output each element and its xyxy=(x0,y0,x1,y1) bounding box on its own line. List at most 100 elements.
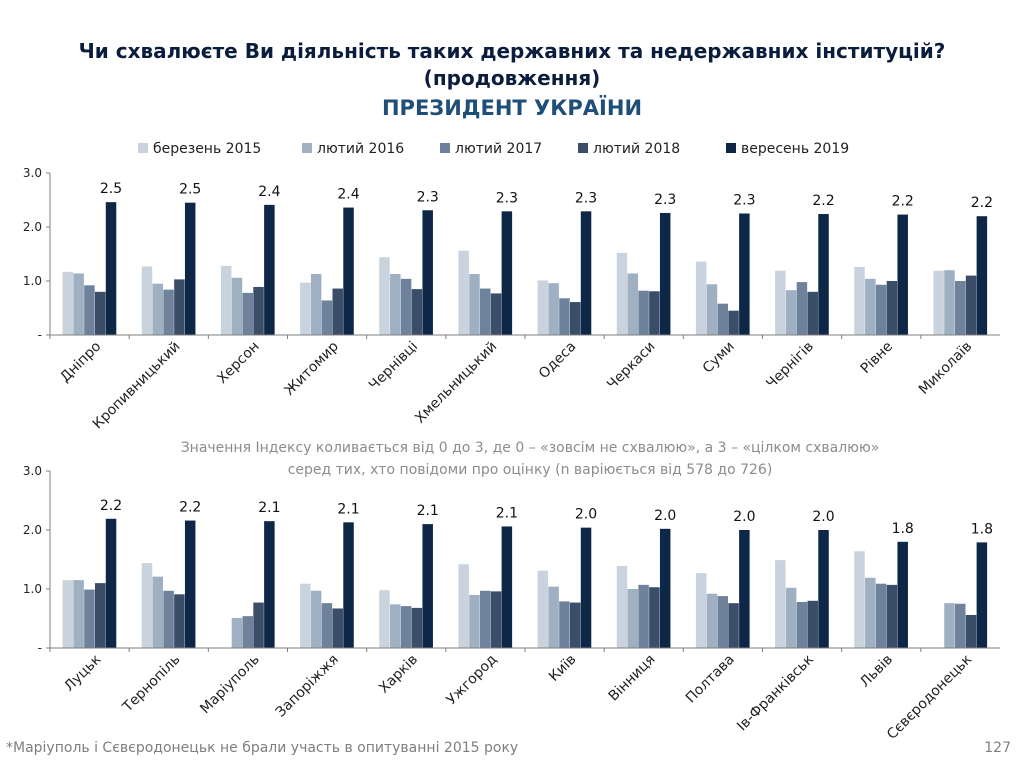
bar-sep-2019 xyxy=(897,214,908,335)
data-label: 2.0 xyxy=(575,507,597,523)
x-tick-label: Маріуполь xyxy=(197,652,263,718)
x-tick-label: Тернопіль xyxy=(119,652,183,716)
bar-sep-2019 xyxy=(184,202,196,335)
data-label: 2.4 xyxy=(337,187,359,203)
data-label: 2.1 xyxy=(496,505,518,521)
bar-mar-2015 xyxy=(62,580,74,648)
bar-feb-2016 xyxy=(627,589,639,648)
page-title: Чи схвалюєте Ви діяльність таких державн… xyxy=(78,39,946,63)
y-tick-label: - xyxy=(38,328,42,342)
bar-sep-2019 xyxy=(264,521,275,648)
bar-feb-2017 xyxy=(875,284,887,335)
x-tick-label: Херсон xyxy=(214,339,262,387)
legend-swatch-sep-2019 xyxy=(726,143,736,153)
bar-feb-2017 xyxy=(480,590,491,648)
x-tick-label: Сєвєродонецьк xyxy=(884,652,975,743)
legend-label: лютий 2017 xyxy=(455,141,543,157)
y-tick-label: 2.0 xyxy=(23,220,42,234)
data-label: 2.3 xyxy=(496,190,518,206)
bar-feb-2018 xyxy=(569,302,581,335)
x-tick-label: Вінниця xyxy=(606,652,659,705)
footnote: *Маріуполь і Сєвєродонецьк не брали учас… xyxy=(6,740,519,756)
bar-feb-2017 xyxy=(717,596,729,648)
x-tick-label: Житомир xyxy=(281,338,341,398)
bar-feb-2017 xyxy=(638,290,649,335)
x-tick-label: Черкаси xyxy=(604,339,658,393)
x-tick-label: Київ xyxy=(546,652,579,685)
bar-feb-2016 xyxy=(310,590,322,648)
bar-mar-2015 xyxy=(537,280,549,335)
bar-sep-2019 xyxy=(659,528,671,648)
bar-feb-2018 xyxy=(807,291,818,335)
bar-sep-2019 xyxy=(818,214,829,335)
legend-label: вересень 2019 xyxy=(741,141,850,157)
bar-feb-2016 xyxy=(152,576,164,648)
bar-feb-2018 xyxy=(490,293,502,335)
bar-feb-2016 xyxy=(390,273,401,335)
data-label: 2.1 xyxy=(417,503,439,519)
y-tick-label: - xyxy=(38,641,42,655)
bar-mar-2015 xyxy=(695,261,707,335)
bar-sep-2019 xyxy=(343,522,354,648)
x-tick-label: Харків xyxy=(376,652,421,697)
x-tick-label: Ів-Франківськ xyxy=(734,652,817,735)
bar-feb-2017 xyxy=(242,616,254,648)
bar-feb-2016 xyxy=(865,278,876,335)
x-tick-label: Ужгород xyxy=(444,652,501,709)
legend-swatch-feb-2018 xyxy=(578,143,588,153)
bar-mar-2015 xyxy=(141,563,153,648)
bar-sep-2019 xyxy=(264,204,275,335)
data-label: 1.8 xyxy=(971,521,993,537)
legend-item-feb-2018: лютий 2018 xyxy=(578,141,680,157)
bar-feb-2016 xyxy=(548,283,559,335)
bar-sep-2019 xyxy=(818,530,829,648)
bar-feb-2016 xyxy=(310,273,322,335)
index-note-line2: серед тих, хто повідоми про оцінку (n ва… xyxy=(287,462,773,478)
bar-feb-2018 xyxy=(94,583,106,648)
bar-feb-2017 xyxy=(84,285,95,335)
data-label: 1.8 xyxy=(892,521,914,537)
bar-feb-2018 xyxy=(886,281,898,335)
bar-mar-2015 xyxy=(775,270,786,335)
legend-item-sep-2019: вересень 2019 xyxy=(726,141,849,157)
index-note: Значення Індексу коливається від 0 до 3,… xyxy=(0,437,1024,481)
bar-mar-2015 xyxy=(300,282,311,335)
y-tick-label: 1.0 xyxy=(23,274,42,288)
legend-swatch-feb-2017 xyxy=(440,143,450,153)
x-tick-label: Дніпро xyxy=(57,339,104,386)
bar-sep-2019 xyxy=(422,524,433,648)
bar-mar-2015 xyxy=(141,266,153,335)
bar-feb-2017 xyxy=(321,603,333,648)
data-label: 2.2 xyxy=(971,195,993,211)
bar-feb-2018 xyxy=(965,614,977,648)
data-label: 2.0 xyxy=(654,508,676,524)
bar-feb-2017 xyxy=(400,606,412,648)
bar-feb-2017 xyxy=(796,282,808,335)
bar-feb-2016 xyxy=(469,594,480,648)
bar-mar-2015 xyxy=(62,271,74,335)
bar-feb-2016 xyxy=(231,277,243,335)
bar-feb-2018 xyxy=(332,608,343,648)
x-tick-label: Запоріжжя xyxy=(273,652,342,721)
page-title-continuation: (продовження) xyxy=(423,66,601,90)
bar-mar-2015 xyxy=(616,565,628,648)
bar-mar-2015 xyxy=(220,265,232,335)
bar-sep-2019 xyxy=(739,213,750,335)
bar-feb-2016 xyxy=(469,273,480,335)
bar-mar-2015 xyxy=(458,250,469,335)
data-label: 2.2 xyxy=(812,193,834,209)
bar-sep-2019 xyxy=(976,542,988,648)
bar-sep-2019 xyxy=(580,211,592,335)
x-tick-label: Полтава xyxy=(683,652,738,707)
y-tick-label: 3.0 xyxy=(23,166,42,180)
bar-feb-2017 xyxy=(84,589,95,648)
legend-label: лютий 2018 xyxy=(593,141,681,157)
bar-feb-2017 xyxy=(638,584,649,648)
bar-feb-2018 xyxy=(728,310,739,335)
title-block: Чи схвалюєте Ви діяльність таких державн… xyxy=(0,38,1024,123)
bar-sep-2019 xyxy=(105,202,117,335)
bar-feb-2018 xyxy=(807,600,818,648)
bar-feb-2017 xyxy=(321,300,333,335)
bar-feb-2016 xyxy=(73,580,84,648)
data-label: 2.0 xyxy=(812,509,834,525)
